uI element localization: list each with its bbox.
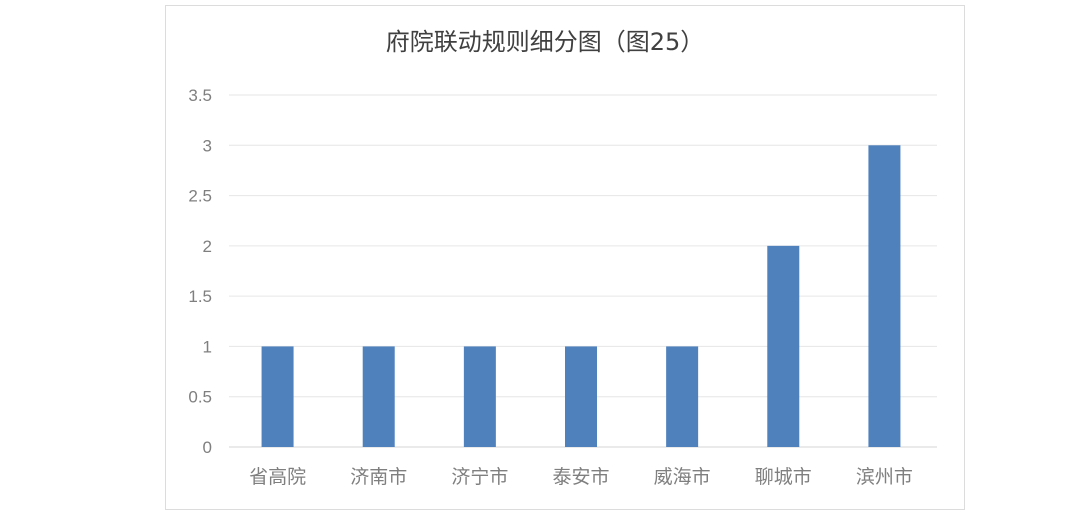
y-tick-label: 2 (203, 237, 212, 256)
bar (767, 245, 800, 447)
gridlines (229, 94, 937, 448)
bar (362, 346, 395, 447)
x-category-label: 聊城市 (755, 466, 812, 488)
x-axis-categories: 省高院 济南市 济宁市 泰安市 威海市 聊城市 滨州市 (249, 466, 913, 488)
y-tick-label: 0 (203, 438, 212, 457)
x-category-label: 威海市 (654, 466, 711, 488)
y-tick-label: 2.5 (188, 187, 212, 206)
bars (261, 145, 901, 448)
bar (868, 145, 901, 448)
y-tick-label: 1 (203, 337, 212, 356)
chart-title: 府院联动规则细分图（图25） (386, 28, 705, 56)
y-tick-label: 3 (203, 136, 212, 155)
x-category-label: 滨州市 (856, 466, 913, 488)
bar (463, 346, 496, 447)
bar (565, 346, 597, 447)
y-tick-label: 3.5 (188, 86, 212, 105)
y-tick-label: 0.5 (188, 388, 212, 407)
bar (261, 346, 294, 447)
bar (666, 346, 699, 447)
y-tick-label: 1.5 (188, 287, 212, 306)
x-category-label: 泰安市 (552, 466, 609, 488)
x-category-label: 济南市 (350, 466, 407, 488)
y-axis-ticks: 0 0.5 1 1.5 2 2.5 3 3.5 (188, 86, 212, 457)
x-category-label: 济宁市 (451, 466, 508, 488)
x-category-label: 省高院 (249, 466, 306, 488)
